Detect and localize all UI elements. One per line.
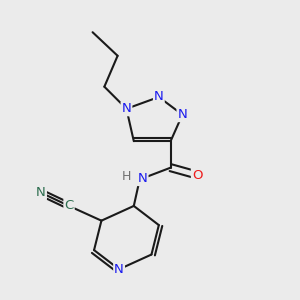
- Text: H: H: [122, 170, 131, 183]
- Text: N: N: [114, 263, 124, 276]
- Text: O: O: [192, 169, 202, 182]
- Text: N: N: [122, 102, 131, 115]
- Text: N: N: [178, 108, 187, 121]
- Text: N: N: [36, 186, 46, 199]
- Text: N: N: [154, 91, 164, 103]
- Text: C: C: [64, 200, 74, 212]
- Text: N: N: [138, 172, 148, 185]
